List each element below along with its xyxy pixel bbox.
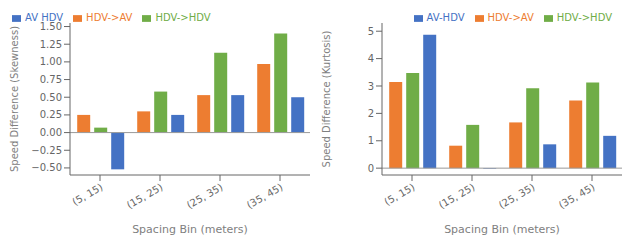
svg-text:(25, 35): (25, 35) bbox=[185, 181, 225, 210]
html-text:HDV->AV: HDV->AV bbox=[86, 12, 133, 23]
html-text:HDV->HDV: HDV->HDV bbox=[556, 12, 612, 23]
svg-text:(15, 25): (15, 25) bbox=[125, 181, 165, 210]
svg-text:(15, 25): (15, 25) bbox=[437, 181, 477, 210]
html-text:AV HDV: AV HDV bbox=[25, 12, 64, 23]
svg-text:Speed Difference (Skewness): Speed Difference (Skewness) bbox=[9, 26, 20, 172]
svg-text:1: 1 bbox=[368, 135, 374, 146]
svg-text:−0.50: −0.50 bbox=[31, 162, 62, 173]
svg-text:(35, 45): (35, 45) bbox=[245, 181, 285, 210]
svg-text:3: 3 bbox=[368, 81, 374, 92]
svg-text:Speed Difference (Kurtosis): Speed Difference (Kurtosis) bbox=[321, 31, 332, 168]
svg-text:0: 0 bbox=[368, 163, 374, 174]
svg-text:0.75: 0.75 bbox=[40, 74, 62, 85]
svg-text:(5, 15): (5, 15) bbox=[382, 181, 416, 207]
svg-text:5: 5 bbox=[368, 26, 374, 37]
svg-text:1.00: 1.00 bbox=[40, 56, 62, 67]
svg-text:2: 2 bbox=[368, 108, 374, 119]
svg-text:−0.25: −0.25 bbox=[31, 145, 62, 156]
svg-text:(25, 35): (25, 35) bbox=[497, 181, 537, 210]
svg-text:0.25: 0.25 bbox=[40, 109, 62, 120]
svg-text:1.25: 1.25 bbox=[40, 39, 62, 50]
html-text:HDV->HDV: HDV->HDV bbox=[155, 12, 211, 23]
svg-text:4: 4 bbox=[368, 53, 374, 64]
html-text:HDV->AV: HDV->AV bbox=[487, 12, 534, 23]
svg-text:(5, 15): (5, 15) bbox=[70, 181, 104, 207]
svg-text:0.00: 0.00 bbox=[40, 127, 62, 138]
svg-text:(35, 45): (35, 45) bbox=[557, 181, 597, 210]
svg-text:1.50: 1.50 bbox=[40, 21, 62, 32]
svg-text:Spacing Bin (meters): Spacing Bin (meters) bbox=[132, 223, 248, 236]
svg-text:Spacing Bin (meters): Spacing Bin (meters) bbox=[444, 223, 560, 236]
html-text:AV-HDV: AV-HDV bbox=[426, 12, 465, 23]
svg-text:0.50: 0.50 bbox=[40, 92, 62, 103]
